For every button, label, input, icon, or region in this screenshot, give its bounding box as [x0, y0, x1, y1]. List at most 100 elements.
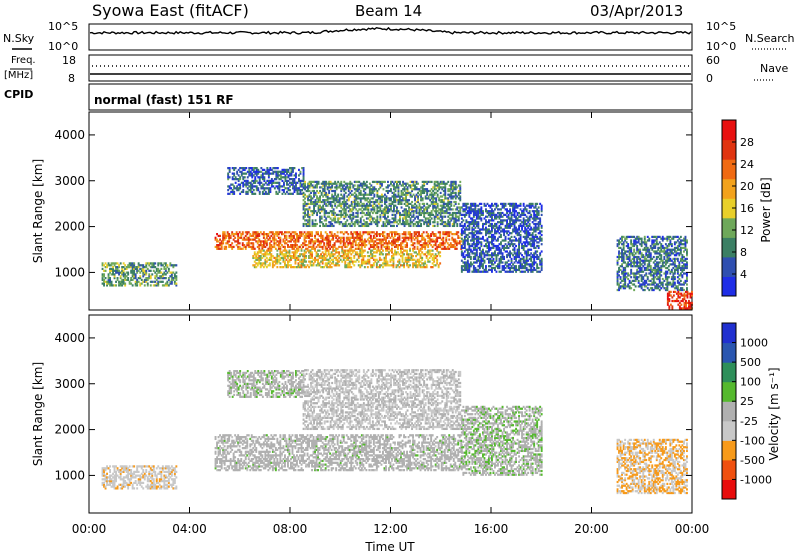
heatmap-cell — [245, 192, 248, 195]
heatmap-cell — [233, 187, 236, 190]
heatmap-cell — [332, 234, 335, 238]
heatmap-cell — [409, 258, 412, 261]
heatmap-cell — [365, 213, 368, 217]
heatmap-cell — [501, 211, 504, 215]
heatmap-cell — [419, 247, 422, 250]
heatmap-cell — [463, 208, 466, 211]
heatmap-cell — [279, 253, 282, 256]
heatmap-cell — [371, 208, 374, 211]
heatmap-cell — [370, 197, 373, 200]
heatmap-cell — [313, 195, 316, 198]
heatmap-cell — [413, 233, 416, 236]
heatmap-cell — [519, 202, 522, 206]
heatmap-cell — [160, 271, 163, 274]
heatmap-cell — [365, 186, 368, 189]
heatmap-cell — [441, 200, 444, 204]
heatmap-cell — [385, 211, 388, 215]
heatmap-cell — [356, 211, 359, 215]
heatmap-cell — [335, 264, 338, 267]
heatmap-cell — [252, 192, 255, 195]
heatmap-cell — [328, 215, 331, 218]
heatmap-cell — [427, 249, 430, 252]
heatmap-cell — [394, 251, 396, 254]
heatmap-cell — [326, 266, 329, 269]
heatmap-cell — [364, 184, 367, 187]
heatmap-cell — [306, 233, 309, 236]
heatmap-cell — [344, 182, 347, 185]
heatmap-cell — [463, 244, 466, 248]
heatmap-cell — [220, 242, 223, 245]
heatmap-cell — [319, 206, 322, 209]
heatmap-cell — [349, 215, 352, 218]
heatmap-cell — [310, 184, 313, 187]
heatmap-cell — [368, 213, 371, 217]
heatmap-cell — [394, 186, 397, 189]
heatmap-cell — [361, 206, 364, 209]
heatmap-cell — [311, 189, 314, 193]
heatmap-cell — [393, 219, 395, 222]
heatmap-cell — [424, 189, 427, 193]
heatmap-cell — [377, 249, 380, 252]
heatmap-cell — [274, 238, 277, 241]
heatmap-cell — [409, 221, 412, 224]
heatmap-cell — [310, 191, 313, 195]
heatmap-cell — [234, 233, 237, 236]
heatmap-cell — [345, 264, 348, 267]
heatmap-cell — [430, 234, 433, 238]
heatmap-cell — [319, 217, 322, 220]
heatmap-cell — [403, 221, 406, 224]
heatmap-cell — [172, 271, 175, 274]
heatmap-cell — [241, 231, 244, 234]
heatmap-cell — [419, 256, 422, 260]
heatmap-cell — [308, 213, 311, 217]
heatmap-cell — [365, 193, 368, 196]
heatmap-cell — [244, 231, 247, 234]
heatmap-cell — [253, 233, 256, 236]
heatmap-cell — [408, 191, 411, 195]
heatmap-cell — [351, 234, 354, 238]
heatmap-cell — [442, 204, 445, 207]
heatmap-cell — [239, 187, 242, 190]
heatmap-cell — [364, 222, 367, 226]
heatmap-cell — [412, 219, 415, 222]
heatmap-cell — [340, 215, 343, 218]
heatmap-cell — [324, 247, 327, 250]
heatmap-cell — [358, 224, 361, 228]
heatmap-cell — [326, 247, 329, 250]
heatmap-cell — [368, 191, 371, 195]
heatmap-cell — [269, 179, 272, 183]
heatmap-cell — [265, 242, 268, 245]
heatmap-cell — [401, 245, 404, 249]
heatmap-cell — [127, 273, 130, 276]
heatmap-cell — [434, 255, 437, 258]
heatmap-cell — [386, 242, 389, 245]
heatmap-cell — [247, 242, 250, 245]
heatmap-cell — [308, 186, 311, 189]
heatmap-cell — [308, 219, 311, 222]
heatmap-cell — [256, 240, 259, 243]
heatmap-cell — [143, 278, 146, 282]
heatmap-cell — [295, 174, 297, 177]
heatmap-cell — [426, 191, 429, 195]
heatmap-cell — [387, 208, 389, 211]
heatmap-cell — [350, 219, 353, 222]
heatmap-cell — [310, 199, 313, 202]
heatmap-cell — [137, 264, 140, 267]
heatmap-cell — [531, 202, 534, 206]
heatmap-cell — [163, 262, 166, 265]
heatmap-cell — [175, 277, 178, 280]
heatmap-cell — [255, 258, 258, 261]
heatmap-cell — [169, 264, 172, 267]
heatmap-cell — [387, 222, 389, 226]
heatmap-cell — [353, 197, 356, 200]
heatmap-cell — [417, 215, 420, 218]
heatmap-cell — [353, 180, 356, 184]
heatmap-cell — [399, 195, 401, 198]
heatmap-cell — [421, 189, 424, 193]
heatmap-cell — [234, 178, 237, 181]
heatmap-cell — [454, 240, 457, 243]
heatmap-cell — [323, 266, 326, 269]
heatmap-cell — [393, 184, 395, 187]
heatmap-cell — [369, 266, 372, 269]
heatmap-cell — [412, 210, 415, 213]
